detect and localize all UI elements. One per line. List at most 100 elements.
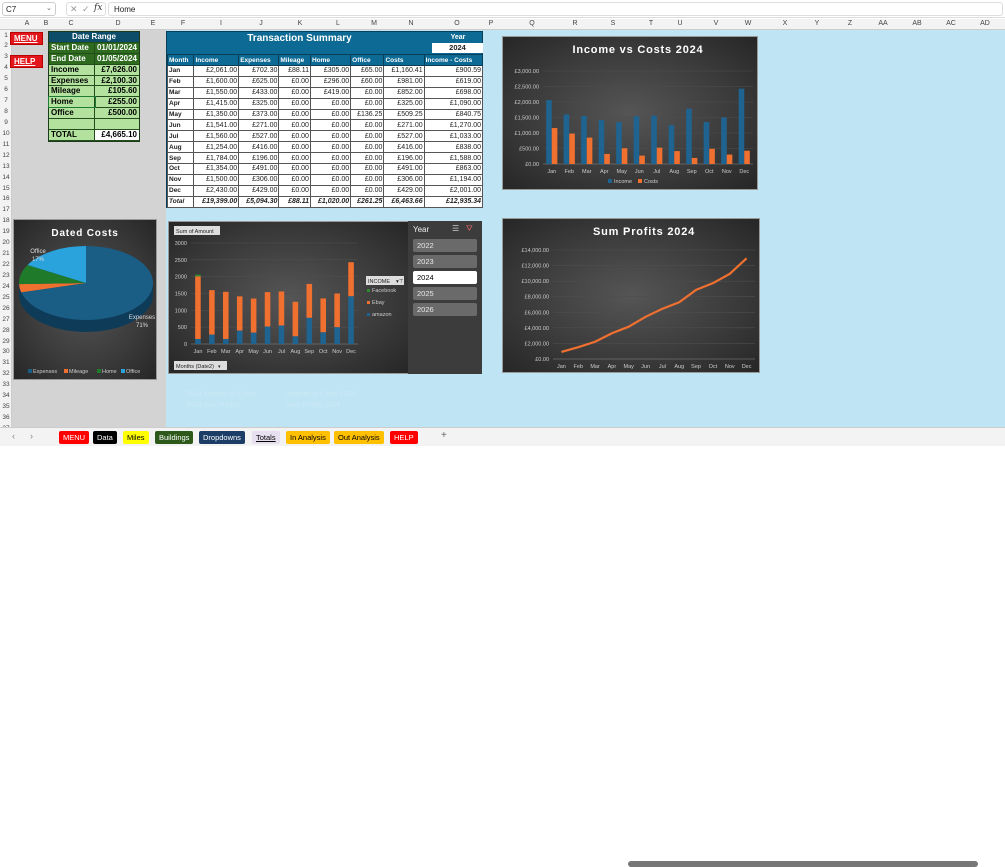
table-cell[interactable]: £2,430.00 [193, 184, 240, 197]
slicer-item-2024[interactable]: 2024 [413, 271, 477, 284]
table-cell[interactable]: Feb [166, 75, 195, 88]
row-header[interactable]: 15 [2, 184, 10, 192]
date-range-label[interactable]: Home [48, 96, 96, 109]
table-cell[interactable]: £416.00 [238, 141, 280, 154]
slicer-item-2026[interactable]: 2026 [413, 303, 477, 316]
table-cell[interactable]: £1,270.00 [423, 119, 484, 132]
column-header[interactable]: D [115, 20, 121, 27]
table-cell[interactable]: £698.00 [423, 86, 484, 99]
date-range-label[interactable]: Office [49, 108, 95, 119]
row-header[interactable]: 23 [2, 271, 10, 279]
table-cell[interactable]: £0.00 [350, 163, 385, 175]
column-header[interactable]: R [572, 20, 578, 27]
row-header[interactable]: 5 [4, 75, 8, 83]
table-cell[interactable]: £0.00 [278, 108, 311, 121]
tab-in-analysis[interactable]: In Analysis [286, 431, 330, 444]
row-header[interactable]: 17 [2, 206, 10, 214]
tab-out-analysis[interactable]: Out Analysis [334, 431, 384, 444]
table-cell[interactable]: £0.00 [309, 97, 352, 110]
table-cell[interactable]: £527.00 [383, 130, 425, 143]
table-cell[interactable]: £416.00 [383, 141, 425, 154]
row-header[interactable]: 20 [2, 239, 10, 247]
date-range-label[interactable] [49, 119, 95, 130]
table-cell[interactable]: £0.00 [350, 173, 385, 186]
table-cell[interactable]: £429.00 [238, 184, 280, 197]
table-cell[interactable]: £0.00 [350, 86, 385, 99]
table-cell[interactable]: £136.25 [350, 108, 385, 121]
table-cell[interactable]: £863.00 [423, 163, 484, 175]
date-range-value[interactable]: 01/05/2024 [96, 53, 137, 63]
table-cell[interactable]: £509.25 [383, 108, 425, 121]
table-cell[interactable]: £88.11 [278, 65, 311, 77]
column-header[interactable]: Y [814, 20, 820, 27]
row-header[interactable]: 16 [2, 195, 10, 203]
row-header[interactable]: 9 [4, 118, 8, 126]
table-cell[interactable]: Jan [166, 65, 195, 77]
table-cell[interactable]: £1,194.00 [423, 173, 484, 186]
row-header[interactable]: 11 [2, 140, 10, 148]
table-cell[interactable]: £0.00 [350, 97, 385, 110]
table-cell[interactable]: £1,254.00 [193, 141, 240, 154]
help-button[interactable]: HELP [10, 55, 43, 68]
table-cell[interactable]: £852.00 [383, 86, 425, 99]
table-cell[interactable]: £0.00 [278, 86, 311, 99]
column-header[interactable]: Z [847, 20, 853, 27]
table-cell[interactable]: £0.00 [309, 163, 352, 175]
table-cell[interactable]: £0.00 [278, 130, 311, 143]
table-cell[interactable]: £433.00 [238, 86, 280, 99]
row-header[interactable]: 1 [4, 31, 8, 39]
column-header[interactable]: AD [980, 20, 990, 27]
table-cell[interactable]: £0.00 [278, 97, 311, 110]
table-cell[interactable]: Mar [166, 86, 195, 99]
confirm-icon[interactable]: ✓ [82, 4, 90, 14]
table-cell[interactable]: £1,784.00 [193, 152, 240, 165]
column-header[interactable]: O [454, 20, 460, 27]
column-header[interactable]: S [610, 20, 616, 27]
axis-field-button[interactable] [174, 361, 227, 370]
table-cell[interactable]: £196.00 [238, 152, 280, 165]
table-cell[interactable]: £491.00 [383, 163, 425, 175]
scroll-tabs-right-icon[interactable]: › [30, 431, 33, 441]
table-cell[interactable]: £0.00 [309, 173, 352, 186]
date-range-value[interactable]: 01/01/2024 [96, 42, 137, 52]
table-cell[interactable]: £1,550.00 [193, 86, 240, 99]
sum-profits-chart[interactable]: Sum Profits 2024 £0.00 £2,000.00 £4,000.00 £… [502, 218, 760, 373]
tab-dropdowns[interactable]: Dropdowns [199, 431, 245, 444]
table-cell[interactable]: £0.00 [309, 130, 352, 143]
column-header[interactable]: L [336, 20, 340, 27]
chevron-down-icon[interactable]: ⌄ [46, 5, 52, 12]
table-cell[interactable]: £702.30 [238, 65, 280, 77]
row-header[interactable]: 4 [4, 64, 8, 72]
income-pivot-chart[interactable]: 0 500 1000 1500 2000 2500 3000 Jan Feb Mar Apr May J… [168, 221, 409, 374]
year-cell[interactable]: 2024 [432, 43, 483, 53]
column-header[interactable]: A [24, 20, 30, 27]
row-header[interactable]: 33 [2, 381, 10, 389]
date-range-value[interactable]: £500.00 [108, 108, 137, 118]
table-cell[interactable]: £625.00 [238, 75, 280, 88]
cancel-icon[interactable]: ✕ [70, 4, 78, 14]
row-header[interactable]: 7 [4, 97, 8, 105]
column-header[interactable]: K [297, 20, 303, 27]
date-range-value[interactable]: £4,665.10 [94, 130, 139, 140]
table-cell[interactable]: £981.00 [383, 75, 425, 88]
table-cell[interactable]: £271.00 [238, 119, 280, 132]
tab-totals[interactable]: Totals [252, 431, 280, 444]
legend-field-button[interactable] [366, 276, 404, 285]
dated-costs-chart[interactable]: Dated CostsExpenses71%Mileage3%Home9%Off… [0, 219, 157, 380]
table-cell[interactable]: Jun [166, 119, 195, 132]
row-header[interactable]: 26 [2, 304, 10, 312]
column-header[interactable]: V [713, 20, 719, 27]
column-header[interactable]: M [371, 20, 377, 27]
column-header[interactable]: C [68, 20, 74, 27]
name-box[interactable]: C7 [2, 2, 56, 16]
date-range-value[interactable]: £255.00 [108, 97, 137, 107]
table-cell[interactable]: £2,061.00 [193, 65, 240, 77]
date-range-label[interactable]: Mileage [49, 86, 95, 97]
slicer-item-2022[interactable]: 2022 [413, 239, 477, 252]
clear-filter-icon[interactable]: ⛛ [466, 224, 473, 233]
row-header[interactable]: 36 [2, 414, 10, 422]
multi-select-icon[interactable]: ☰ [452, 224, 460, 233]
tab-menu[interactable]: MENU [59, 431, 90, 444]
table-cell[interactable]: £306.00 [238, 173, 280, 186]
table-cell[interactable]: £196.00 [383, 152, 425, 165]
